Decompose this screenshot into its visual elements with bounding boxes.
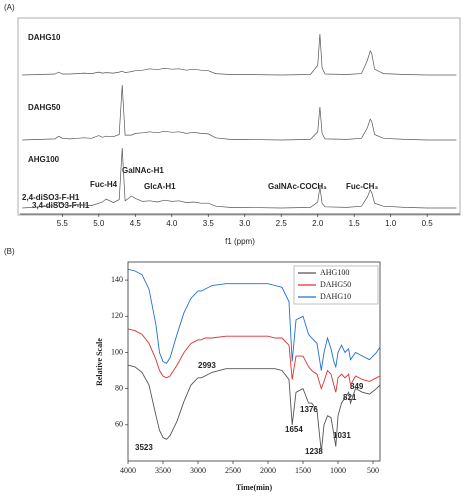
x-tick-label: 3500 [155, 466, 171, 475]
x-tick-label: 500 [367, 466, 379, 475]
spectrum-line [22, 34, 457, 76]
annotation: 2993 [198, 361, 216, 370]
annotation: 3523 [135, 443, 153, 452]
y-tick-label: 100 [111, 347, 123, 356]
series-line [127, 268, 381, 371]
x-tick-label: 4000 [120, 466, 136, 475]
x-tick-label: 4.5 [130, 219, 142, 228]
spectrum-line [22, 147, 457, 209]
annotation: 1376 [300, 405, 318, 414]
x-tick-label: 5.0 [93, 219, 105, 228]
x-axis-label: f1 (ppm) [225, 237, 255, 246]
annotation: 3,4-diSO3-F-H1 [32, 201, 90, 210]
annotation: GalNAc-H1 [122, 166, 164, 175]
x-tick-label: 4.0 [166, 219, 178, 228]
legend-label: DAHG10 [320, 292, 351, 301]
series-label: DAHG50 [28, 103, 61, 112]
legend-label: DAHG50 [320, 280, 351, 289]
x-tick-label: 2500 [225, 466, 241, 475]
x-tick-label: 1000 [330, 466, 346, 475]
annotation: 1031 [333, 431, 351, 440]
series-line [127, 364, 381, 453]
y-tick-label: 80 [115, 383, 123, 392]
series-label: DAHG10 [28, 33, 61, 42]
x-axis-label: Time(min) [236, 483, 273, 492]
spectrum-line [22, 84, 457, 141]
x-tick-label: 3.0 [239, 219, 251, 228]
panel-b-frame [127, 261, 381, 462]
annotation: GalNAc-COCH₃ [268, 182, 327, 191]
x-tick-label: 0.5 [422, 219, 434, 228]
y-axis-label: Relative Scale [95, 338, 104, 386]
annotation: 849 [350, 382, 364, 391]
x-tick-label: 1.5 [349, 219, 361, 228]
annotation: Fuc-H4 [90, 180, 118, 189]
annotation: Fuc-CH₃ [346, 182, 378, 191]
panel-a-frame [17, 17, 461, 216]
annotation: 1238 [305, 447, 323, 456]
x-tick-label: 2.0 [312, 219, 324, 228]
y-tick-label: 120 [111, 311, 123, 320]
x-tick-label: 1.0 [385, 219, 397, 228]
annotation: GlcA-H1 [144, 182, 176, 191]
x-tick-label: 3000 [190, 466, 206, 475]
legend-label: AHG100 [320, 268, 349, 277]
annotation: 1654 [285, 425, 303, 434]
x-tick-label: 3.5 [203, 219, 215, 228]
series-line [127, 328, 381, 393]
panel-label: (A) [4, 3, 15, 12]
x-tick-label: 2.5 [276, 219, 288, 228]
x-tick-label: 1500 [295, 466, 311, 475]
y-tick-label: 140 [111, 275, 123, 284]
x-tick-label: 5.5 [57, 219, 69, 228]
x-tick-label: 2000 [260, 466, 276, 475]
panel-label: (B) [4, 247, 15, 256]
y-tick-label: 60 [115, 420, 123, 429]
annotation: 2,4-diSO3-F-H1 [22, 193, 80, 202]
series-label: AHG100 [28, 155, 60, 164]
